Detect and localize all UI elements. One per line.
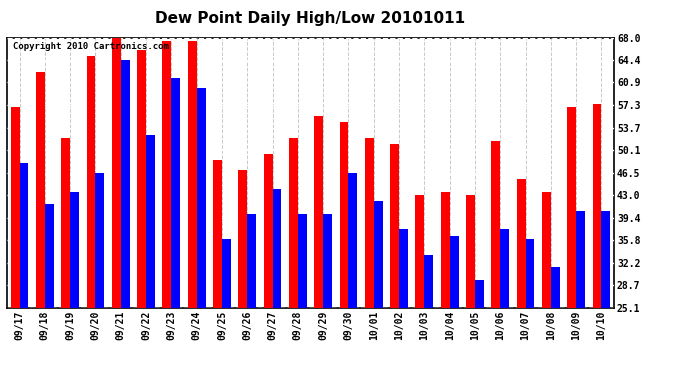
Bar xyxy=(188,40,197,308)
Bar xyxy=(551,267,560,308)
Bar xyxy=(475,280,484,308)
Bar xyxy=(323,214,332,308)
Bar xyxy=(247,214,256,308)
Bar xyxy=(112,38,121,308)
Bar xyxy=(11,107,19,307)
Bar xyxy=(36,72,45,308)
Bar xyxy=(339,123,348,308)
Bar xyxy=(87,56,95,308)
Bar xyxy=(239,170,247,308)
Bar xyxy=(500,230,509,308)
Bar xyxy=(542,192,551,308)
Bar xyxy=(222,239,230,308)
Bar xyxy=(121,60,130,308)
Text: Copyright 2010 Cartronics.com: Copyright 2010 Cartronics.com xyxy=(13,42,169,51)
Bar xyxy=(19,164,28,308)
Bar xyxy=(491,141,500,308)
Bar xyxy=(450,236,459,308)
Bar xyxy=(424,255,433,308)
Bar xyxy=(441,192,450,308)
Bar xyxy=(95,173,104,308)
Bar xyxy=(415,195,424,308)
Bar xyxy=(399,230,408,308)
Bar xyxy=(70,192,79,308)
Bar xyxy=(576,211,585,308)
Bar xyxy=(289,138,298,308)
Bar xyxy=(273,189,282,308)
Bar xyxy=(602,211,610,308)
Bar xyxy=(314,116,323,308)
Bar xyxy=(137,50,146,308)
Bar xyxy=(163,40,171,308)
Bar xyxy=(61,138,70,308)
Bar xyxy=(593,104,602,308)
Bar xyxy=(567,107,576,307)
Bar xyxy=(45,204,54,308)
Bar xyxy=(298,214,307,308)
Bar xyxy=(391,144,399,308)
Text: Dew Point Daily High/Low 20101011: Dew Point Daily High/Low 20101011 xyxy=(155,11,466,26)
Bar xyxy=(365,138,374,308)
Bar xyxy=(171,78,180,308)
Bar xyxy=(526,239,534,308)
Bar xyxy=(374,201,382,308)
Bar xyxy=(197,88,206,308)
Bar xyxy=(517,179,526,308)
Bar xyxy=(146,135,155,308)
Bar xyxy=(264,154,273,308)
Bar xyxy=(466,195,475,308)
Bar xyxy=(348,173,357,308)
Bar xyxy=(213,160,222,308)
